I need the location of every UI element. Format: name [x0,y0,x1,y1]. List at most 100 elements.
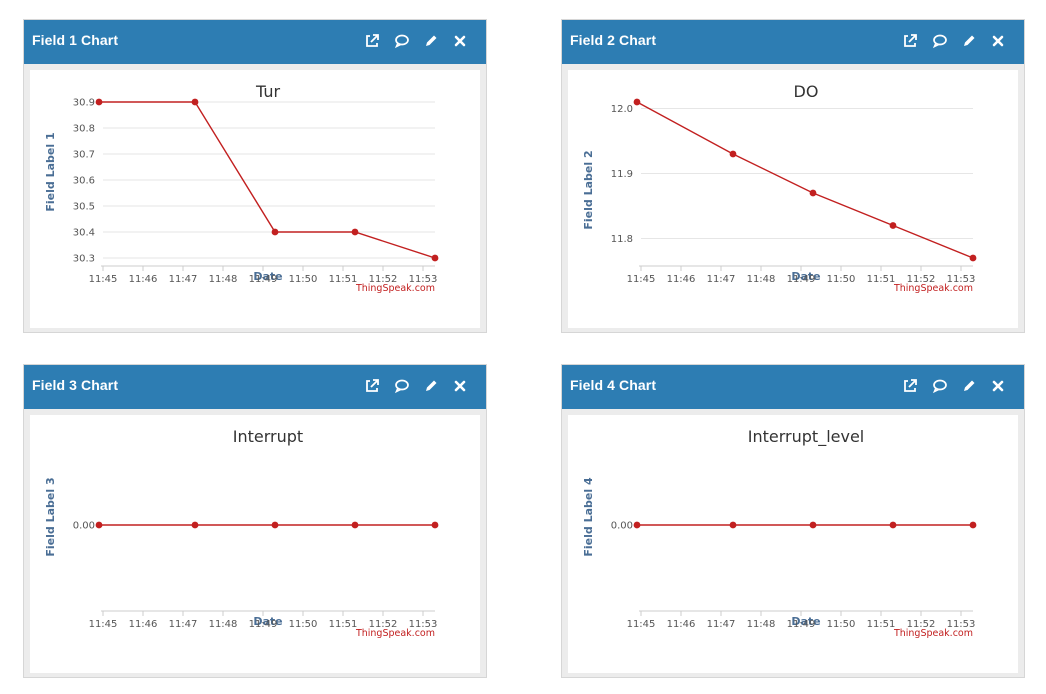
line-chart: Interrupt Field Label 3 Date ThingSpeak.… [44,427,439,639]
x-tick-label: 11:51 [867,619,896,630]
pencil-icon[interactable] [421,376,441,396]
x-tick-label: 11:46 [129,619,158,630]
x-tick-label: 11:45 [89,274,118,285]
chart-title: Interrupt [233,427,303,446]
chart-title: Tur [255,82,280,101]
data-point [431,254,439,262]
x-axis-title: Date [253,615,282,628]
y-tick-label: 30.6 [73,176,95,187]
line-chart: Interrupt_level Field Label 4 Date Thing… [582,427,977,639]
x-axis-title: Date [791,615,820,628]
chart-area: Interrupt Field Label 3 Date ThingSpeak.… [30,415,480,673]
close-icon[interactable] [988,376,1008,396]
data-point [95,521,103,529]
x-tick-label: 11:53 [409,619,438,630]
pencil-icon[interactable] [959,31,979,51]
x-tick-label: 11:49 [787,619,816,630]
data-point [95,98,103,106]
x-tick-label: 11:46 [667,619,696,630]
y-tick-label: 12.0 [611,104,633,115]
x-tick-label: 11:47 [169,274,198,285]
data-point [633,521,641,529]
x-tick-label: 11:46 [667,274,696,285]
comment-icon[interactable] [392,376,412,396]
chart-title: DO [794,82,819,101]
x-tick-label: 11:51 [329,274,358,285]
widget-title: Field 3 Chart [32,377,119,393]
x-tick-label: 11:51 [867,274,896,285]
pencil-icon[interactable] [959,376,979,396]
external-link-icon[interactable] [900,376,920,396]
widget-title: Field 4 Chart [570,377,657,393]
chart-area: DO Field Label 2 Date ThingSpeak.com 12.… [568,70,1018,328]
close-icon[interactable] [450,376,470,396]
data-point [809,189,817,197]
y-tick-label: 0.00 [73,521,95,532]
data-point [271,228,279,236]
external-link-icon[interactable] [362,31,382,51]
y-axis-title: Field Label 2 [582,150,595,229]
x-tick-label: 11:48 [209,274,238,285]
x-tick-label: 11:50 [827,619,856,630]
x-tick-label: 11:45 [627,619,656,630]
widget-header: Field 2 Chart [562,20,1024,64]
x-tick-label: 11:53 [409,274,438,285]
chart-title: Interrupt_level [748,427,864,447]
x-tick-label: 11:46 [129,274,158,285]
y-tick-label: 0.00 [611,521,633,532]
x-axis-title: Date [253,270,282,283]
line-chart: Tur Field Label 1 Date ThingSpeak.com 30… [44,82,439,294]
x-tick-label: 11:50 [289,619,318,630]
y-tick-label: 30.4 [73,228,95,239]
data-point [969,254,977,262]
plot-area: 12.0 11.9 11.8 11:45 11:46 11:47 11:48 11:49 11:… [611,98,977,285]
comment-icon[interactable] [930,376,950,396]
x-axis-title: Date [791,270,820,283]
widget-header: Field 1 Chart [24,20,486,64]
data-point [889,222,897,229]
thingspeak-credit[interactable]: ThingSpeak.com [355,628,435,639]
x-tick-label: 11:45 [89,619,118,630]
data-point [351,228,359,236]
y-axis-title: Field Label 1 [44,132,57,211]
external-link-icon[interactable] [362,376,382,396]
external-link-icon[interactable] [900,31,920,51]
plot-area: 0.00 11:45 11:46 11:47 11:48 11:49 11:50 11:51 1… [611,521,977,630]
data-point [271,521,279,529]
x-tick-label: 11:48 [209,619,238,630]
x-tick-label: 11:47 [707,619,736,630]
field-1-widget: Field 1 Chart Tur Field Label 1 Date Thi… [23,19,487,333]
data-point [969,521,977,529]
series-line [636,101,974,259]
y-tick-label: 30.7 [73,150,95,161]
data-point [191,98,199,106]
close-icon[interactable] [988,31,1008,51]
thingspeak-credit[interactable]: ThingSpeak.com [893,628,973,639]
close-icon[interactable] [450,31,470,51]
widget-title: Field 2 Chart [570,32,657,48]
x-tick-label: 11:45 [627,274,656,285]
data-point [729,521,737,529]
x-tick-label: 11:50 [289,274,318,285]
field-2-widget: Field 2 Chart DO Field Label 2 Date Thin… [561,19,1025,333]
pencil-icon[interactable] [421,31,441,51]
x-tick-label: 11:47 [707,274,736,285]
y-tick-label: 11.9 [611,169,633,180]
thingspeak-credit[interactable]: ThingSpeak.com [893,283,973,294]
x-tick-label: 11:49 [249,274,278,285]
y-tick-label: 30.9 [73,98,95,109]
data-point [729,150,737,158]
y-tick-label: 30.8 [73,124,95,135]
data-point [633,98,641,106]
y-tick-label: 30.5 [73,202,95,213]
y-tick-label: 30.3 [73,254,95,265]
comment-icon[interactable] [392,31,412,51]
comment-icon[interactable] [930,31,950,51]
thingspeak-credit[interactable]: ThingSpeak.com [355,283,435,294]
chart-area: Tur Field Label 1 Date ThingSpeak.com 30… [30,70,480,328]
x-tick-label: 11:52 [907,619,936,630]
x-tick-label: 11:50 [827,274,856,285]
x-tick-label: 11:53 [947,274,976,285]
plot-area: 30.9 30.8 30.7 30.6 30.5 30.4 30.3 11:45 11:46 11… [73,98,439,285]
x-tick-label: 11:51 [329,619,358,630]
